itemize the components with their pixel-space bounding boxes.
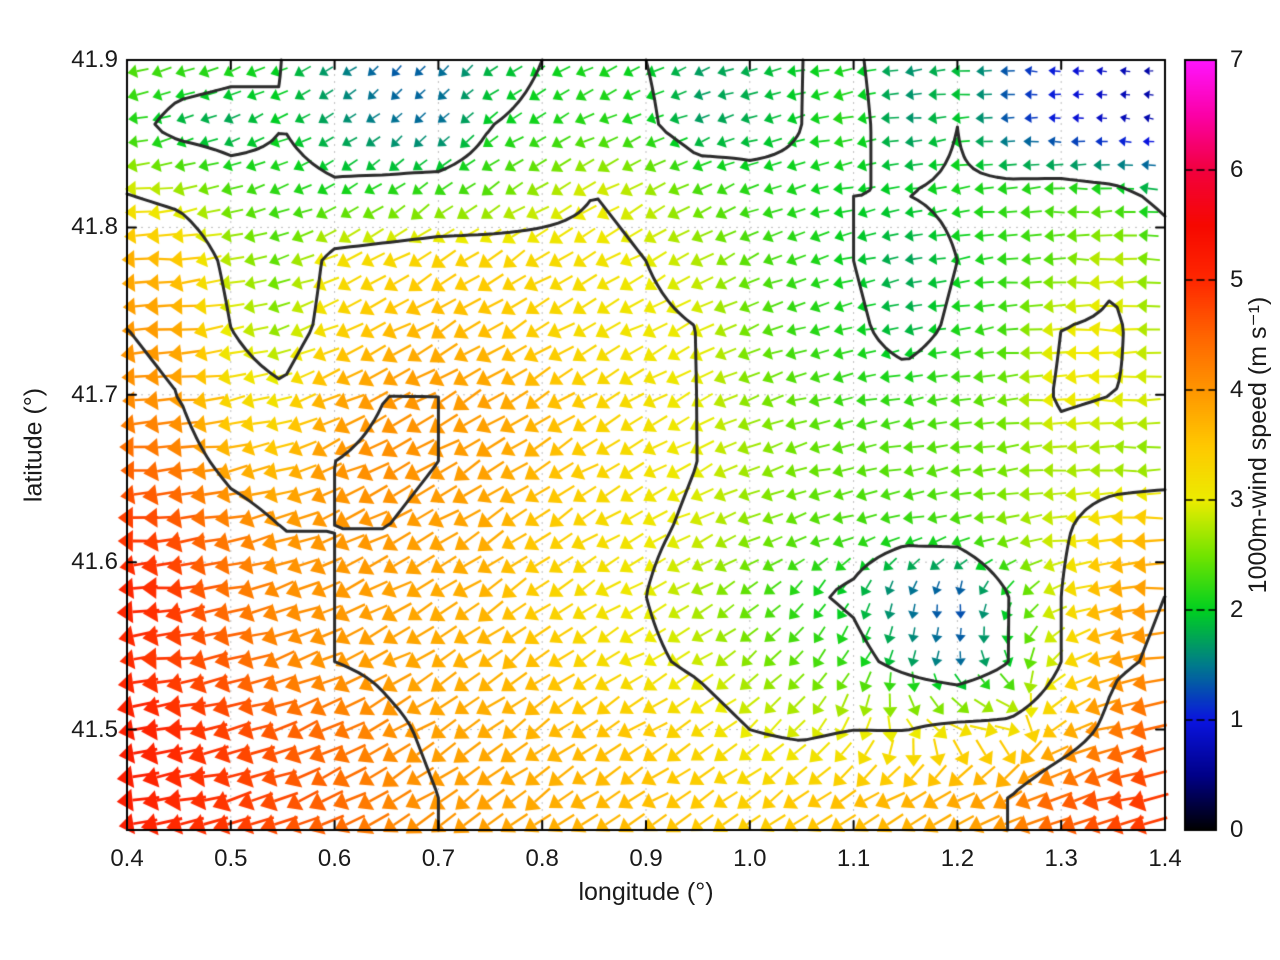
x-tick-label: 1.1 bbox=[836, 845, 871, 872]
colorbar-label: 1000m-wind speed (m s⁻¹) bbox=[1244, 296, 1272, 594]
x-tick-label: 0.7 bbox=[421, 845, 456, 872]
colorbar-tick-label: 6 bbox=[1230, 156, 1244, 183]
x-tick-label: 0.5 bbox=[214, 845, 248, 872]
colorbar-tick-label: 1 bbox=[1230, 706, 1244, 733]
x-tick-label: 0.8 bbox=[525, 845, 559, 872]
x-tick-label: 1.4 bbox=[1148, 845, 1182, 872]
y-tick-label: 41.8 bbox=[71, 213, 118, 241]
y-tick-label: 41.7 bbox=[71, 380, 118, 408]
colorbar-tick-label: 5 bbox=[1230, 266, 1244, 293]
x-tick-label: 1.0 bbox=[733, 845, 767, 872]
x-tick-label: 0.4 bbox=[110, 845, 144, 872]
x-tick-label: 0.6 bbox=[317, 845, 352, 872]
colorbar-tick-label: 0 bbox=[1230, 816, 1244, 843]
x-tick-label: 1.2 bbox=[940, 845, 975, 872]
colorbar-tick-label: 2 bbox=[1230, 596, 1244, 623]
y-tick-label: 41.5 bbox=[71, 715, 118, 743]
y-tick-label: 41.9 bbox=[71, 46, 118, 73]
x-tick-label: 1.3 bbox=[1044, 845, 1078, 872]
colorbar-tick-label: 4 bbox=[1230, 376, 1244, 403]
y-axis-label: latitude (°) bbox=[19, 387, 48, 503]
x-axis-label: longitude (°) bbox=[578, 878, 714, 906]
colorbar-tick-label: 3 bbox=[1230, 486, 1244, 513]
x-tick-label: 0.9 bbox=[629, 845, 663, 872]
y-tick-label: 41.6 bbox=[71, 548, 118, 576]
colorbar-tick-label: 7 bbox=[1230, 46, 1244, 73]
